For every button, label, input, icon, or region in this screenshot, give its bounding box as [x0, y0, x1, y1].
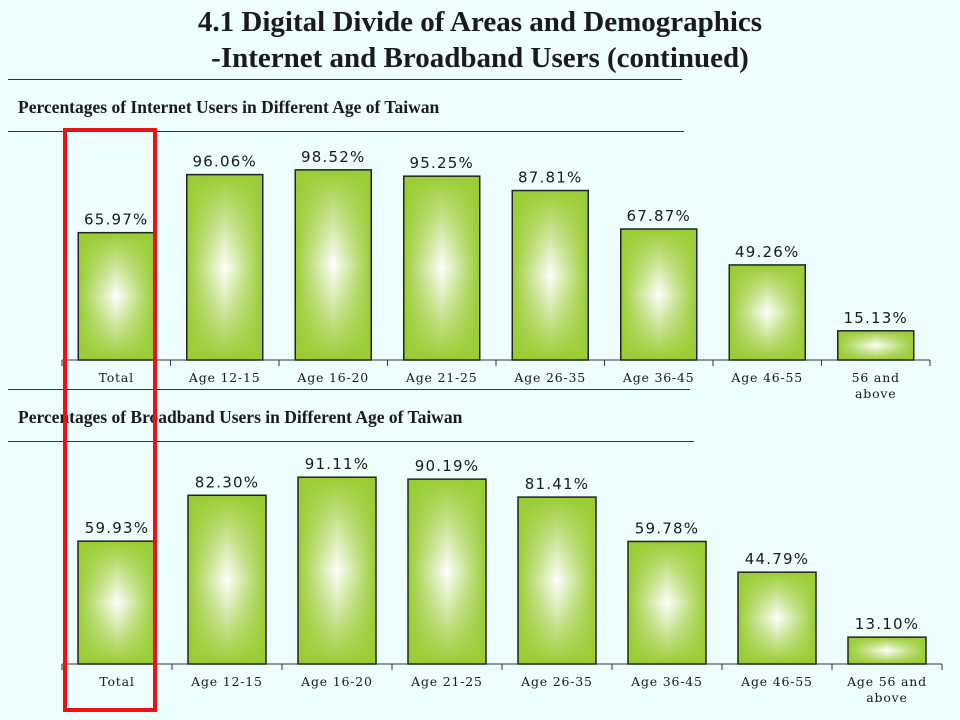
- broadband-chart-title-divider: [8, 441, 694, 442]
- data-label: 67.87%: [627, 207, 691, 225]
- data-label: 81.41%: [525, 475, 589, 493]
- bar: [837, 330, 915, 361]
- page-title: 4.1 Digital Divide of Areas and Demograp…: [0, 4, 960, 76]
- category-label: Age 56 and above: [846, 674, 927, 705]
- bar: [627, 540, 707, 665]
- bar: [403, 175, 481, 361]
- data-label: 49.26%: [735, 243, 799, 261]
- category-label: 56 and above: [852, 370, 900, 401]
- data-label: 87.81%: [518, 169, 582, 187]
- bar: [847, 636, 927, 665]
- category-label: Age 16-20: [296, 370, 369, 385]
- bar: [728, 264, 806, 361]
- data-label: 95.25%: [410, 154, 474, 172]
- data-label: 59.78%: [635, 519, 699, 537]
- page-title-line1: 4.1 Digital Divide of Areas and Demograp…: [197, 6, 763, 38]
- data-label: 91.11%: [305, 455, 369, 473]
- bar: [294, 169, 372, 361]
- category-label: Total: [99, 674, 134, 689]
- title-divider: [8, 79, 682, 80]
- bar: [187, 494, 267, 665]
- data-label: 65.97%: [84, 211, 148, 229]
- internet-chart-title: Percentages of Internet Users in Differe…: [18, 97, 440, 117]
- bar: [77, 540, 157, 665]
- bar: [620, 228, 698, 361]
- bar: [511, 189, 589, 361]
- data-label: 44.79%: [745, 550, 809, 568]
- internet-users-chart: 65.97% Total 96.06% Age 12-15 98.52% Age 16-2…: [61, 148, 931, 401]
- category-label: Age 26-35: [520, 674, 593, 689]
- category-label: Age 21-25: [410, 674, 483, 689]
- bar: [77, 231, 155, 361]
- data-label: 90.19%: [415, 457, 479, 475]
- page-title-line2: -Internet and Broadband Users (continued…: [211, 42, 749, 74]
- data-label: 82.30%: [195, 473, 259, 491]
- category-label: Age 46-55: [740, 674, 813, 689]
- broadband-users-chart: 59.93% Total 82.30% Age 12-15 91.11% Age 16-2…: [61, 455, 943, 705]
- bar: [737, 571, 817, 665]
- category-label: Age 12-15: [190, 674, 263, 689]
- category-label: Age 21-25: [405, 370, 478, 385]
- data-label: 59.93%: [85, 519, 149, 537]
- data-label: 15.13%: [844, 309, 908, 327]
- bar: [517, 496, 597, 665]
- section-divider: [8, 389, 690, 390]
- category-label: Age 12-15: [188, 370, 261, 385]
- category-label: Age 36-45: [622, 370, 695, 385]
- bar: [186, 173, 264, 361]
- broadband-chart-title: Percentages of Broadband Users in Differ…: [18, 407, 463, 427]
- category-label: Age 26-35: [513, 370, 586, 385]
- internet-chart-title-divider: [8, 131, 684, 132]
- bar: [407, 478, 487, 665]
- category-label: Age 46-55: [730, 370, 803, 385]
- bar: [297, 476, 377, 665]
- data-label: 96.06%: [193, 153, 257, 171]
- data-label: 13.10%: [855, 615, 919, 633]
- category-label: Total: [99, 370, 134, 385]
- category-label: Age 16-20: [300, 674, 373, 689]
- data-label: 98.52%: [301, 148, 365, 166]
- category-label: Age 36-45: [630, 674, 703, 689]
- total-column-highlight: [63, 128, 157, 712]
